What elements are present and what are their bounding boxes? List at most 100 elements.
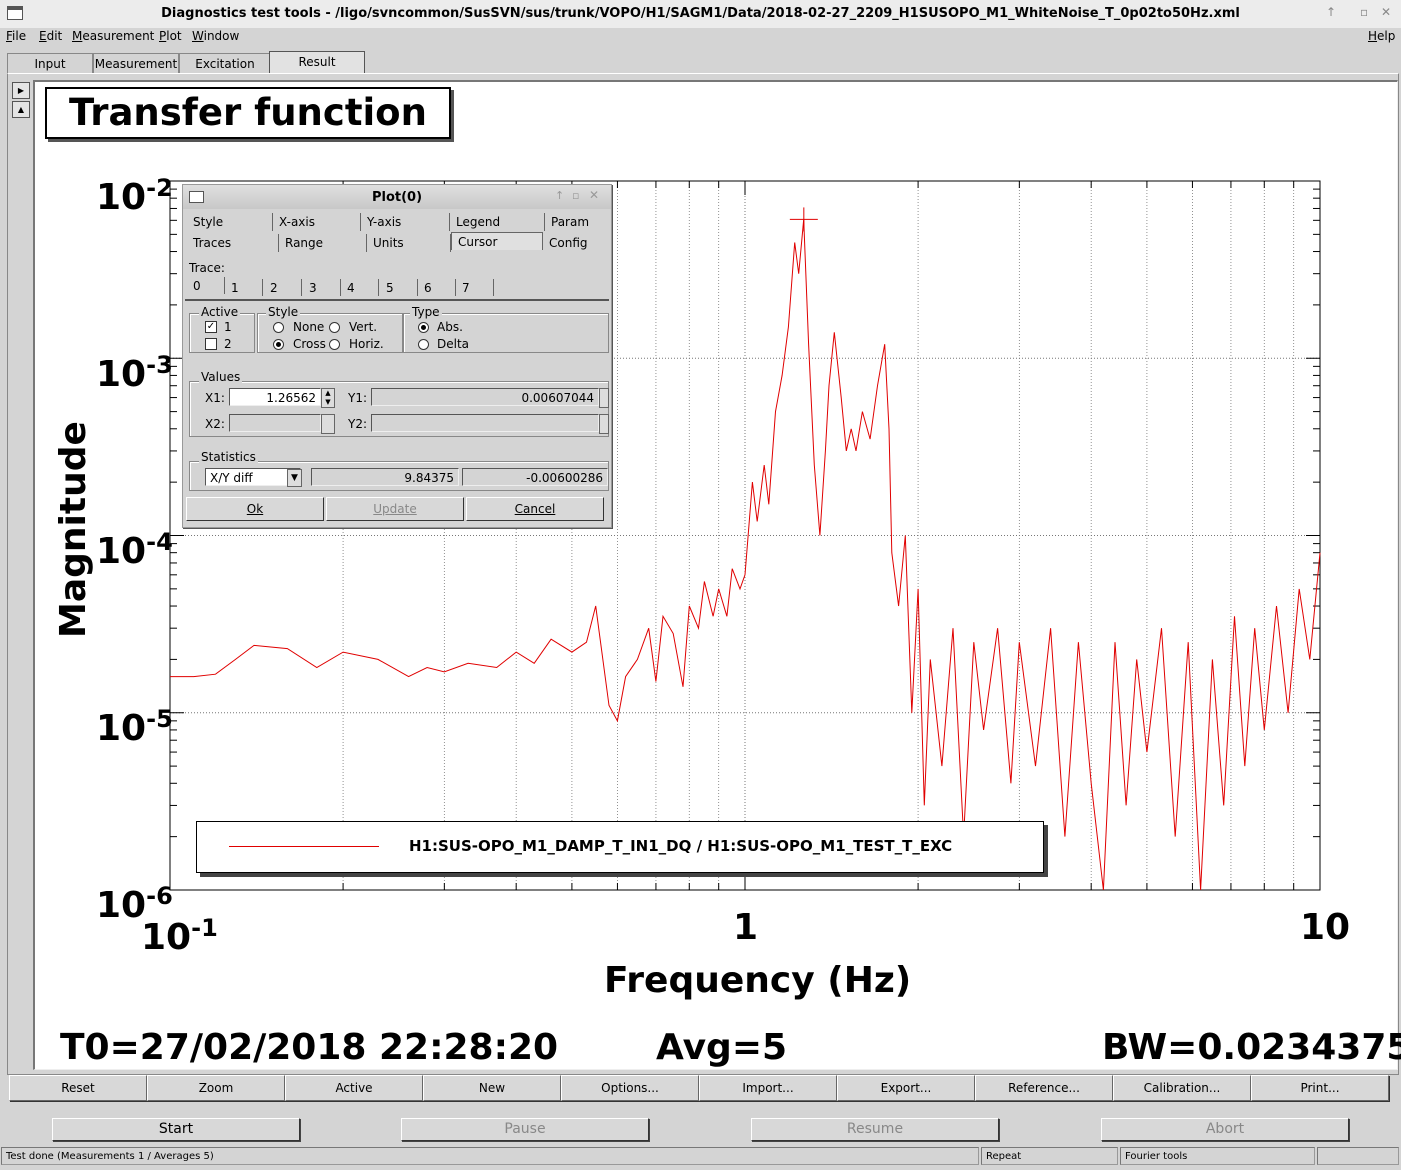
menu-plot[interactable]: Plot [159, 29, 182, 43]
dialog-title: Plot(0) [371, 190, 423, 205]
resume-button[interactable]: Resume [751, 1118, 999, 1141]
dialog-tab-y-axis[interactable]: Y-axis [361, 213, 450, 231]
active-1-label: 1 [224, 320, 232, 334]
cancel-button[interactable]: Cancel [466, 497, 604, 521]
style-horiz-radio[interactable] [329, 339, 340, 350]
dialog-shade-icon[interactable]: ↑ [555, 189, 565, 202]
menu-bar: File Edit Measurement Plot Window Help [0, 28, 1401, 48]
dialog-tab-x-axis[interactable]: X-axis [273, 213, 361, 231]
statistics-group [189, 461, 609, 491]
active-2-checkbox[interactable] [205, 338, 217, 350]
y1-field[interactable]: 0.00607044 [371, 388, 599, 406]
type-group-label: Type [410, 305, 442, 319]
menu-file[interactable]: File [6, 29, 27, 43]
start-button[interactable]: Start [52, 1118, 300, 1141]
status-repeat: Repeat [981, 1147, 1118, 1165]
toolbar-button-reset[interactable]: Reset [9, 1075, 147, 1101]
active-group-label: Active [199, 305, 241, 319]
trace-tab-3[interactable]: 3 [303, 279, 341, 296]
menu-window[interactable]: Window [192, 29, 240, 43]
status-bar: Test done (Measurements 1 / Averages 5) … [0, 1146, 1401, 1170]
divider [185, 299, 609, 301]
statistics-value-1[interactable]: 9.84375 [311, 468, 459, 486]
plot-title: Transfer function [45, 87, 451, 139]
toolbar-button-print[interactable]: Print... [1251, 1075, 1389, 1101]
dialog-title-bar[interactable]: Plot(0) ↑ ▫ ✕ [183, 185, 611, 209]
abort-button[interactable]: Abort [1101, 1118, 1349, 1141]
toolbar-button-reference[interactable]: Reference... [975, 1075, 1113, 1101]
tab-measurement[interactable]: Measurement [93, 53, 179, 74]
toolbar-button-options[interactable]: Options... [561, 1075, 699, 1101]
active-1-checkbox[interactable]: ✓ [205, 321, 217, 333]
dialog-close-icon[interactable]: ✕ [589, 188, 600, 202]
dialog-tab-range[interactable]: Range [279, 234, 367, 252]
trace-tab-0[interactable]: 0 [187, 277, 225, 294]
statistics-value-2[interactable]: -0.00600286 [462, 468, 608, 486]
trace-tab-6[interactable]: 6 [418, 279, 456, 296]
x2-spinner[interactable] [321, 414, 335, 434]
statistics-select[interactable]: X/Y diff [205, 468, 301, 486]
toolbar-button-zoom[interactable]: Zoom [147, 1075, 285, 1101]
toolbar-button-new[interactable]: New [423, 1075, 561, 1101]
pause-button[interactable]: Pause [401, 1118, 649, 1141]
dialog-maximize-icon[interactable]: ▫ [572, 189, 580, 202]
t0-readout: T0=27/02/2018 22:28:20 [60, 1027, 559, 1068]
type-delta-radio[interactable] [418, 339, 429, 350]
trace-tab-1[interactable]: 1 [225, 279, 263, 296]
y2-spinner[interactable] [599, 414, 609, 434]
style-none-radio[interactable] [273, 322, 284, 333]
close-icon[interactable]: ✕ [1381, 5, 1392, 19]
dialog-tab-legend[interactable]: Legend [450, 213, 545, 231]
x1-input[interactable]: 1.26562 [229, 388, 321, 406]
active-2-label: 2 [224, 337, 232, 351]
scroll-up-icon[interactable]: ▲ [12, 101, 30, 118]
trace-tab-7[interactable]: 7 [456, 279, 494, 296]
expand-right-icon[interactable]: ▶ [12, 82, 30, 99]
dialog-tab-style[interactable]: Style [187, 213, 273, 231]
ok-button[interactable]: Ok [186, 497, 324, 521]
window-menu-icon[interactable] [7, 6, 23, 20]
x2-input[interactable] [229, 414, 321, 432]
window-title: Diagnostics test tools - /ligo/svncommon… [161, 6, 1240, 21]
y-tick-label: 10-3 [96, 351, 173, 395]
trace-tab-2[interactable]: 2 [264, 279, 302, 296]
type-abs-radio[interactable] [418, 322, 429, 333]
dialog-menu-icon[interactable] [189, 191, 204, 203]
menu-measurement[interactable]: Measurement [72, 29, 155, 43]
y1-spinner[interactable] [599, 388, 609, 408]
trace-tab-5[interactable]: 5 [380, 279, 418, 296]
chevron-down-icon[interactable]: ▼ [287, 469, 302, 487]
style-cross-radio[interactable] [273, 339, 284, 350]
update-button[interactable]: Update [326, 497, 464, 521]
dialog-tab-param[interactable]: Param [551, 215, 590, 229]
dialog-tab-cursor[interactable]: Cursor [451, 232, 543, 250]
style-vert-radio[interactable] [329, 322, 340, 333]
dialog-tab-traces[interactable]: Traces [187, 234, 279, 252]
toolbar-button-calibration[interactable]: Calibration... [1113, 1075, 1251, 1101]
legend-line-swatch [229, 846, 379, 847]
plot-legend[interactable]: H1:SUS-OPO_M1_DAMP_T_IN1_DQ / H1:SUS-OPO… [196, 821, 1044, 873]
menu-edit[interactable]: Edit [39, 29, 63, 43]
y2-field[interactable] [371, 414, 599, 432]
legend-entry: H1:SUS-OPO_M1_DAMP_T_IN1_DQ / H1:SUS-OPO… [409, 837, 953, 855]
tab-input[interactable]: Input [7, 53, 93, 74]
plot-axes-frame [169, 180, 1321, 891]
y-tick-label: 10-5 [96, 705, 173, 749]
tab-excitation[interactable]: Excitation [179, 53, 271, 74]
shade-icon[interactable]: ↑ [1326, 5, 1337, 19]
toolbar-button-active[interactable]: Active [285, 1075, 423, 1101]
x1-spinner[interactable]: ▲ ▼ [321, 388, 335, 408]
tab-result[interactable]: Result [269, 51, 365, 74]
maximize-icon[interactable]: ▫ [1360, 5, 1369, 19]
style-cross-label: Cross [293, 337, 326, 351]
values-group [189, 381, 609, 437]
plot-options-dialog: Plot(0) ↑ ▫ ✕ Style X-axis Y-axis Legend… [182, 184, 612, 528]
toolbar-button-export[interactable]: Export... [837, 1075, 975, 1101]
menu-help[interactable]: Help [1368, 29, 1396, 43]
style-horiz-label: Horiz. [349, 337, 384, 351]
data-series-line [170, 219, 1321, 891]
toolbar-button-import[interactable]: Import... [699, 1075, 837, 1101]
trace-tab-4[interactable]: 4 [341, 279, 379, 296]
dialog-tab-config[interactable]: Config [549, 236, 588, 250]
dialog-tab-units[interactable]: Units [367, 234, 451, 252]
